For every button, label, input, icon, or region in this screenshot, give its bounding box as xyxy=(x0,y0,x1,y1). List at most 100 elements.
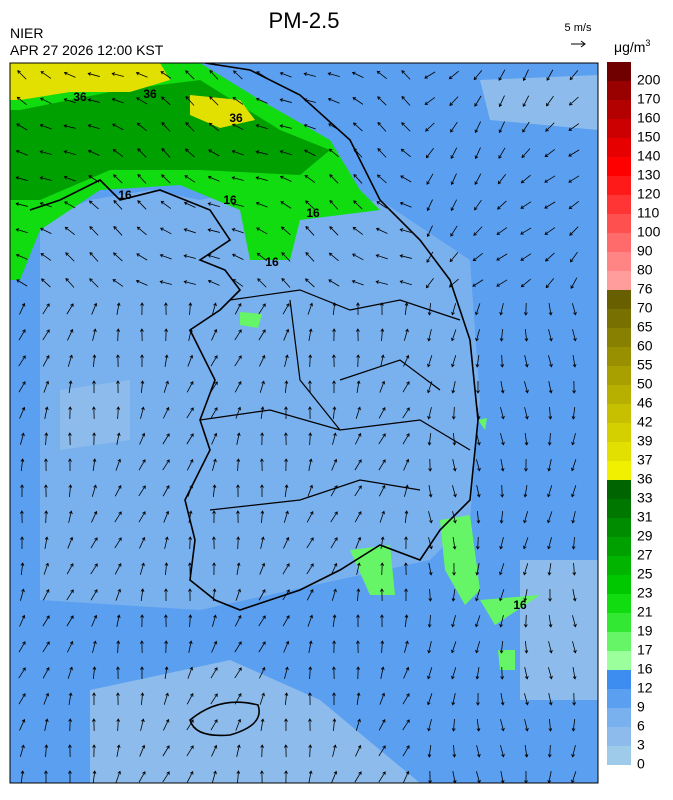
wind-arrow xyxy=(211,770,217,783)
wind-arrow xyxy=(452,485,457,498)
wind-arrow xyxy=(283,328,290,341)
wind-arrow xyxy=(282,563,290,575)
colorbar-segment xyxy=(607,404,631,423)
wind-arrow xyxy=(352,97,364,105)
wind-arrow xyxy=(548,303,553,316)
wind-arrow xyxy=(308,692,312,706)
wind-arrow xyxy=(66,303,74,315)
wind-arrow xyxy=(403,666,410,679)
colorbar-segment xyxy=(607,157,631,176)
wind-arrow xyxy=(451,641,457,654)
wind-arrow xyxy=(68,406,72,420)
wind-arrow xyxy=(136,122,147,132)
wind-arrow xyxy=(280,226,291,236)
wind-arrow xyxy=(500,433,505,446)
wind-arrow xyxy=(472,279,484,287)
wind-arrow xyxy=(188,562,192,576)
wind-arrow xyxy=(188,640,193,653)
wind-arrow xyxy=(211,328,218,341)
wind-arrow xyxy=(475,329,481,342)
wind-arrow xyxy=(185,70,195,80)
wind-arrow xyxy=(428,563,433,576)
wind-arrow xyxy=(136,226,147,236)
wind-arrow xyxy=(572,692,577,706)
wind-arrow xyxy=(256,227,268,235)
wind-arrow xyxy=(91,484,97,497)
wind-arrow xyxy=(308,666,313,680)
contour-label: 36 xyxy=(143,87,157,101)
wind-arrow xyxy=(332,718,337,732)
wind-arrow xyxy=(523,537,529,550)
wind-arrow xyxy=(20,562,25,576)
wind-arrow xyxy=(212,536,216,550)
colorbar-label: 140 xyxy=(637,148,661,164)
wind-arrow xyxy=(380,640,385,654)
wind-arrow xyxy=(185,122,195,132)
wind-arrow xyxy=(18,329,26,341)
wind-arrow xyxy=(308,640,313,653)
colorbar-label: 70 xyxy=(637,300,653,316)
wind-arrow xyxy=(380,328,385,342)
wind-arrow xyxy=(402,381,410,393)
wind-arrow xyxy=(15,253,28,260)
wind-arrow xyxy=(572,355,577,368)
wind-arrow xyxy=(89,251,99,262)
wind-arrow xyxy=(211,432,218,445)
wind-arrow xyxy=(401,70,411,80)
wind-arrow xyxy=(16,279,28,287)
wind-arrow xyxy=(356,354,361,368)
wind-arrow xyxy=(428,537,433,550)
wind-arrow xyxy=(162,485,170,497)
wind-arrow xyxy=(64,201,76,209)
wind-arrow xyxy=(380,562,385,576)
wind-arrow xyxy=(571,433,576,446)
wind-arrow xyxy=(355,718,361,731)
wind-arrow xyxy=(499,303,504,316)
wind-arrow xyxy=(114,511,122,523)
wind-arrow xyxy=(304,174,316,183)
wind-arrow xyxy=(355,744,362,757)
wind-arrow xyxy=(450,199,458,212)
wind-arrow xyxy=(210,355,218,367)
wind-arrow xyxy=(356,614,360,628)
wind-arrow xyxy=(92,744,96,758)
wind-arrow xyxy=(332,432,337,445)
colorbar-segment xyxy=(607,366,631,385)
wind-arrow xyxy=(404,562,408,576)
wind-arrow xyxy=(524,328,529,342)
wind-arrow xyxy=(68,458,72,472)
wind-arrow xyxy=(18,381,26,393)
wind-arrow xyxy=(160,96,171,106)
wind-arrow xyxy=(20,484,24,498)
colorbar-segment xyxy=(607,138,631,157)
wind-arrow xyxy=(520,278,531,288)
wind-arrow xyxy=(140,354,144,368)
wind-arrow xyxy=(164,588,168,602)
wind-arrow xyxy=(231,253,244,261)
wind-arrow xyxy=(140,406,145,419)
wind-arrow xyxy=(162,745,170,757)
wind-arrow xyxy=(112,279,124,287)
wind-arrow xyxy=(186,719,194,731)
wind-arrow xyxy=(207,228,220,233)
wind-arrow xyxy=(303,123,316,130)
wind-arrow xyxy=(568,96,579,106)
wind-arrow xyxy=(380,666,385,679)
wind-arrow xyxy=(380,354,385,367)
wind-arrow xyxy=(523,302,528,316)
wind-arrow xyxy=(43,562,49,575)
wind-arrow xyxy=(377,96,387,106)
wind-arrow xyxy=(164,354,169,367)
colorbar-label: 6 xyxy=(637,718,645,734)
colorbar-segment xyxy=(607,252,631,271)
wind-arrow xyxy=(283,640,290,653)
datetime: APR 27 2026 12:00 KST xyxy=(10,42,164,58)
wind-arrow xyxy=(137,173,147,184)
wind-arrow xyxy=(520,253,532,261)
colorbar-segment xyxy=(607,632,631,651)
colorbar-label: 160 xyxy=(637,110,661,126)
wind-arrow xyxy=(116,354,120,368)
wind-arrow xyxy=(236,484,240,498)
wind-arrow xyxy=(499,328,504,342)
wind-arrow xyxy=(427,641,432,654)
